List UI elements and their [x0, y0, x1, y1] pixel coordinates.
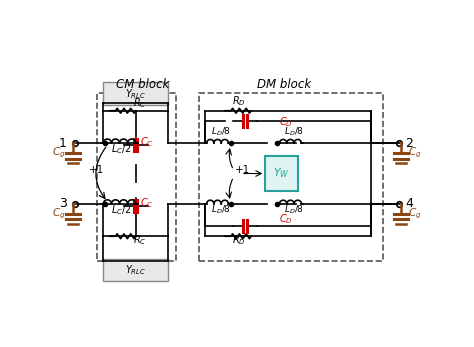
Text: $Y_W$: $Y_W$ — [273, 167, 290, 180]
Text: $L_C/2$: $L_C/2$ — [111, 203, 132, 217]
Text: $R_C$: $R_C$ — [133, 96, 146, 110]
FancyBboxPatch shape — [265, 156, 298, 191]
Text: $L_D/8$: $L_D/8$ — [284, 125, 303, 138]
FancyBboxPatch shape — [103, 82, 168, 105]
Text: $L_D/8$: $L_D/8$ — [284, 204, 303, 216]
Text: $Y_{RLC}$: $Y_{RLC}$ — [125, 263, 146, 277]
Text: DM block: DM block — [257, 78, 311, 92]
Text: $R_D$: $R_D$ — [232, 95, 246, 109]
Text: +1: +1 — [89, 166, 104, 176]
Text: $R_D$: $R_D$ — [232, 234, 246, 247]
Text: $C_D$: $C_D$ — [279, 115, 292, 129]
Text: $L_D/8$: $L_D/8$ — [211, 125, 231, 138]
Text: $C_g$: $C_g$ — [409, 206, 422, 221]
Text: +1: +1 — [235, 166, 250, 176]
Text: $Y_{RLC}$: $Y_{RLC}$ — [125, 87, 146, 101]
Text: $L_C/2$: $L_C/2$ — [111, 142, 132, 156]
Text: $C_g$: $C_g$ — [52, 146, 65, 160]
Text: $C_C$: $C_C$ — [140, 196, 153, 210]
Text: 3: 3 — [59, 197, 67, 210]
Text: $C_D$: $C_D$ — [279, 212, 292, 226]
Text: 4: 4 — [405, 197, 413, 210]
Text: $C_C$: $C_C$ — [140, 135, 153, 149]
Text: CM block: CM block — [116, 78, 169, 92]
FancyBboxPatch shape — [103, 259, 168, 281]
Text: 1: 1 — [59, 137, 67, 150]
Text: $C_g$: $C_g$ — [52, 206, 65, 221]
Text: 2: 2 — [405, 137, 413, 150]
Text: $L_D/8$: $L_D/8$ — [211, 204, 231, 216]
Text: $R_C$: $R_C$ — [133, 234, 146, 247]
Text: $C_g$: $C_g$ — [409, 146, 422, 160]
